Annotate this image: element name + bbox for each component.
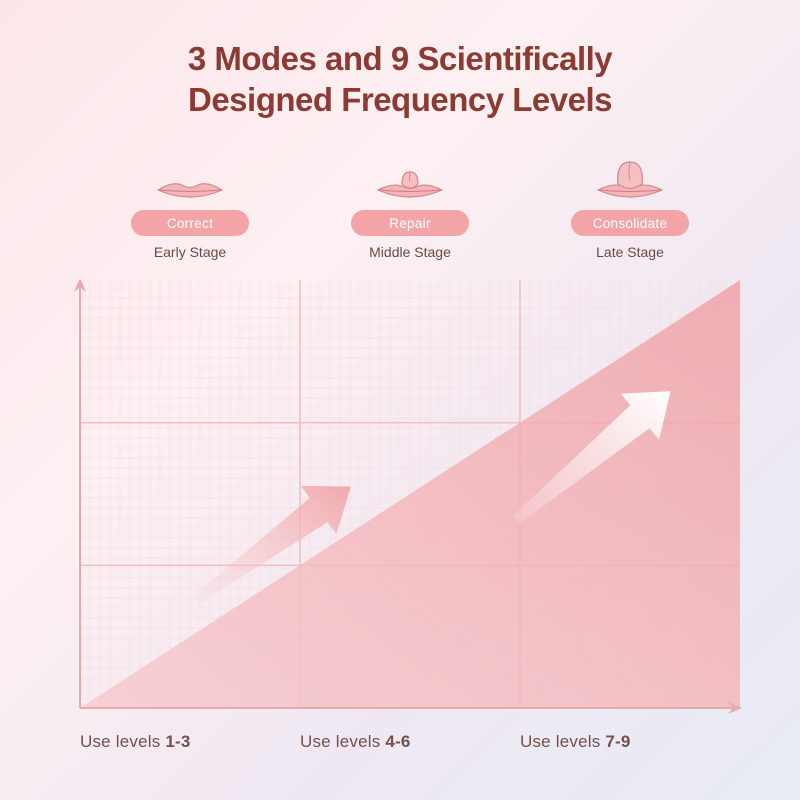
x-label-3: Use levels 7-9 [520,732,740,752]
lips-icon-full [590,160,670,204]
pill-label: Repair [389,216,431,231]
mode-col-repair: Repair Middle Stage [300,160,520,280]
x-axis-labels: Use levels 1-3 Use levels 4-6 Use levels… [80,732,740,752]
title-line-1: 3 Modes and 9 Scientifically [0,38,800,79]
pill-consolidate: Consolidate [571,210,689,236]
chart-svg [46,280,766,720]
mode-col-consolidate: Consolidate Late Stage [520,160,740,280]
mode-col-correct: Correct Early Stage [80,160,300,280]
pill-label: Correct [167,216,213,231]
x-label-1: Use levels 1-3 [80,732,300,752]
pill-repair: Repair [351,210,469,236]
pill-correct: Correct [131,210,249,236]
stage-label-late: Late Stage [596,244,664,260]
stage-label-early: Early Stage [154,244,226,260]
progress-chart [46,280,766,720]
stage-label-middle: Middle Stage [369,244,451,260]
lips-icon-flat [150,160,230,204]
title-line-2: Designed Frequency Levels [0,79,800,120]
main-title: 3 Modes and 9 Scientifically Designed Fr… [0,0,800,121]
lips-icon-small [370,160,450,204]
pill-label: Consolidate [593,216,668,231]
modes-row: Correct Early Stage Repair Middle Stage … [80,160,740,280]
x-label-2: Use levels 4-6 [300,732,520,752]
